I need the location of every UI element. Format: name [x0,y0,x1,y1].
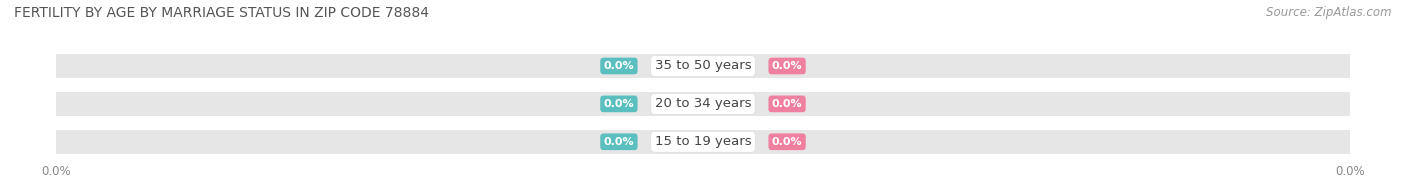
Text: 0.0%: 0.0% [603,99,634,109]
Text: FERTILITY BY AGE BY MARRIAGE STATUS IN ZIP CODE 78884: FERTILITY BY AGE BY MARRIAGE STATUS IN Z… [14,6,429,20]
Text: 0.0%: 0.0% [772,137,803,147]
Text: 0.0%: 0.0% [603,61,634,71]
Text: 35 to 50 years: 35 to 50 years [655,60,751,73]
Text: 20 to 34 years: 20 to 34 years [655,97,751,110]
Bar [56,54,1350,78]
Bar [56,92,1350,116]
Text: Source: ZipAtlas.com: Source: ZipAtlas.com [1267,6,1392,19]
Text: 0.0%: 0.0% [772,99,803,109]
Bar [56,130,1350,153]
Text: 15 to 19 years: 15 to 19 years [655,135,751,148]
Text: 0.0%: 0.0% [772,61,803,71]
Text: 0.0%: 0.0% [603,137,634,147]
